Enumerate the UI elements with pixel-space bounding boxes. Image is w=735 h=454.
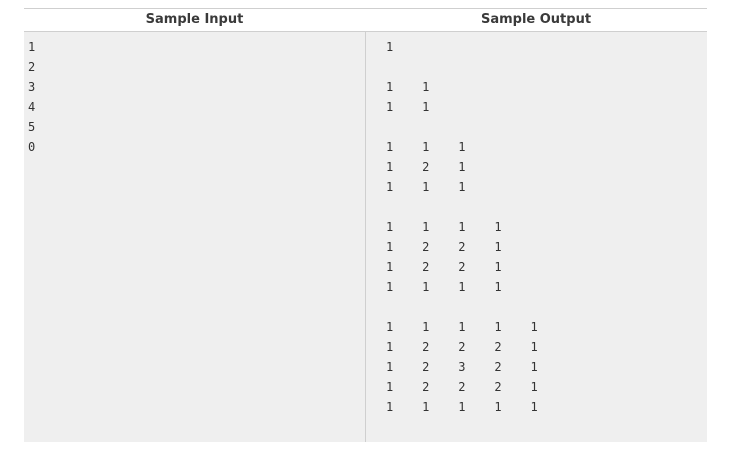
sample-output-text: 1 1 1 1 1 1 1 1 1 2 1 1 1 1 1 1 1 1 1 2 … [386,40,538,414]
sample-input-text: 1 2 3 4 5 0 [28,40,36,154]
sample-table-body: 1 2 3 4 5 0 1 1 1 1 1 1 1 1 1 2 1 1 1 1 … [24,32,707,442]
sample-table: Sample Input Sample Output 1 2 3 4 5 0 1… [24,8,707,442]
sample-table-header: Sample Input Sample Output [24,9,707,32]
column-divider [365,32,366,442]
sample-output-header: Sample Output [480,12,592,27]
sample-input-header: Sample Input [145,12,244,27]
